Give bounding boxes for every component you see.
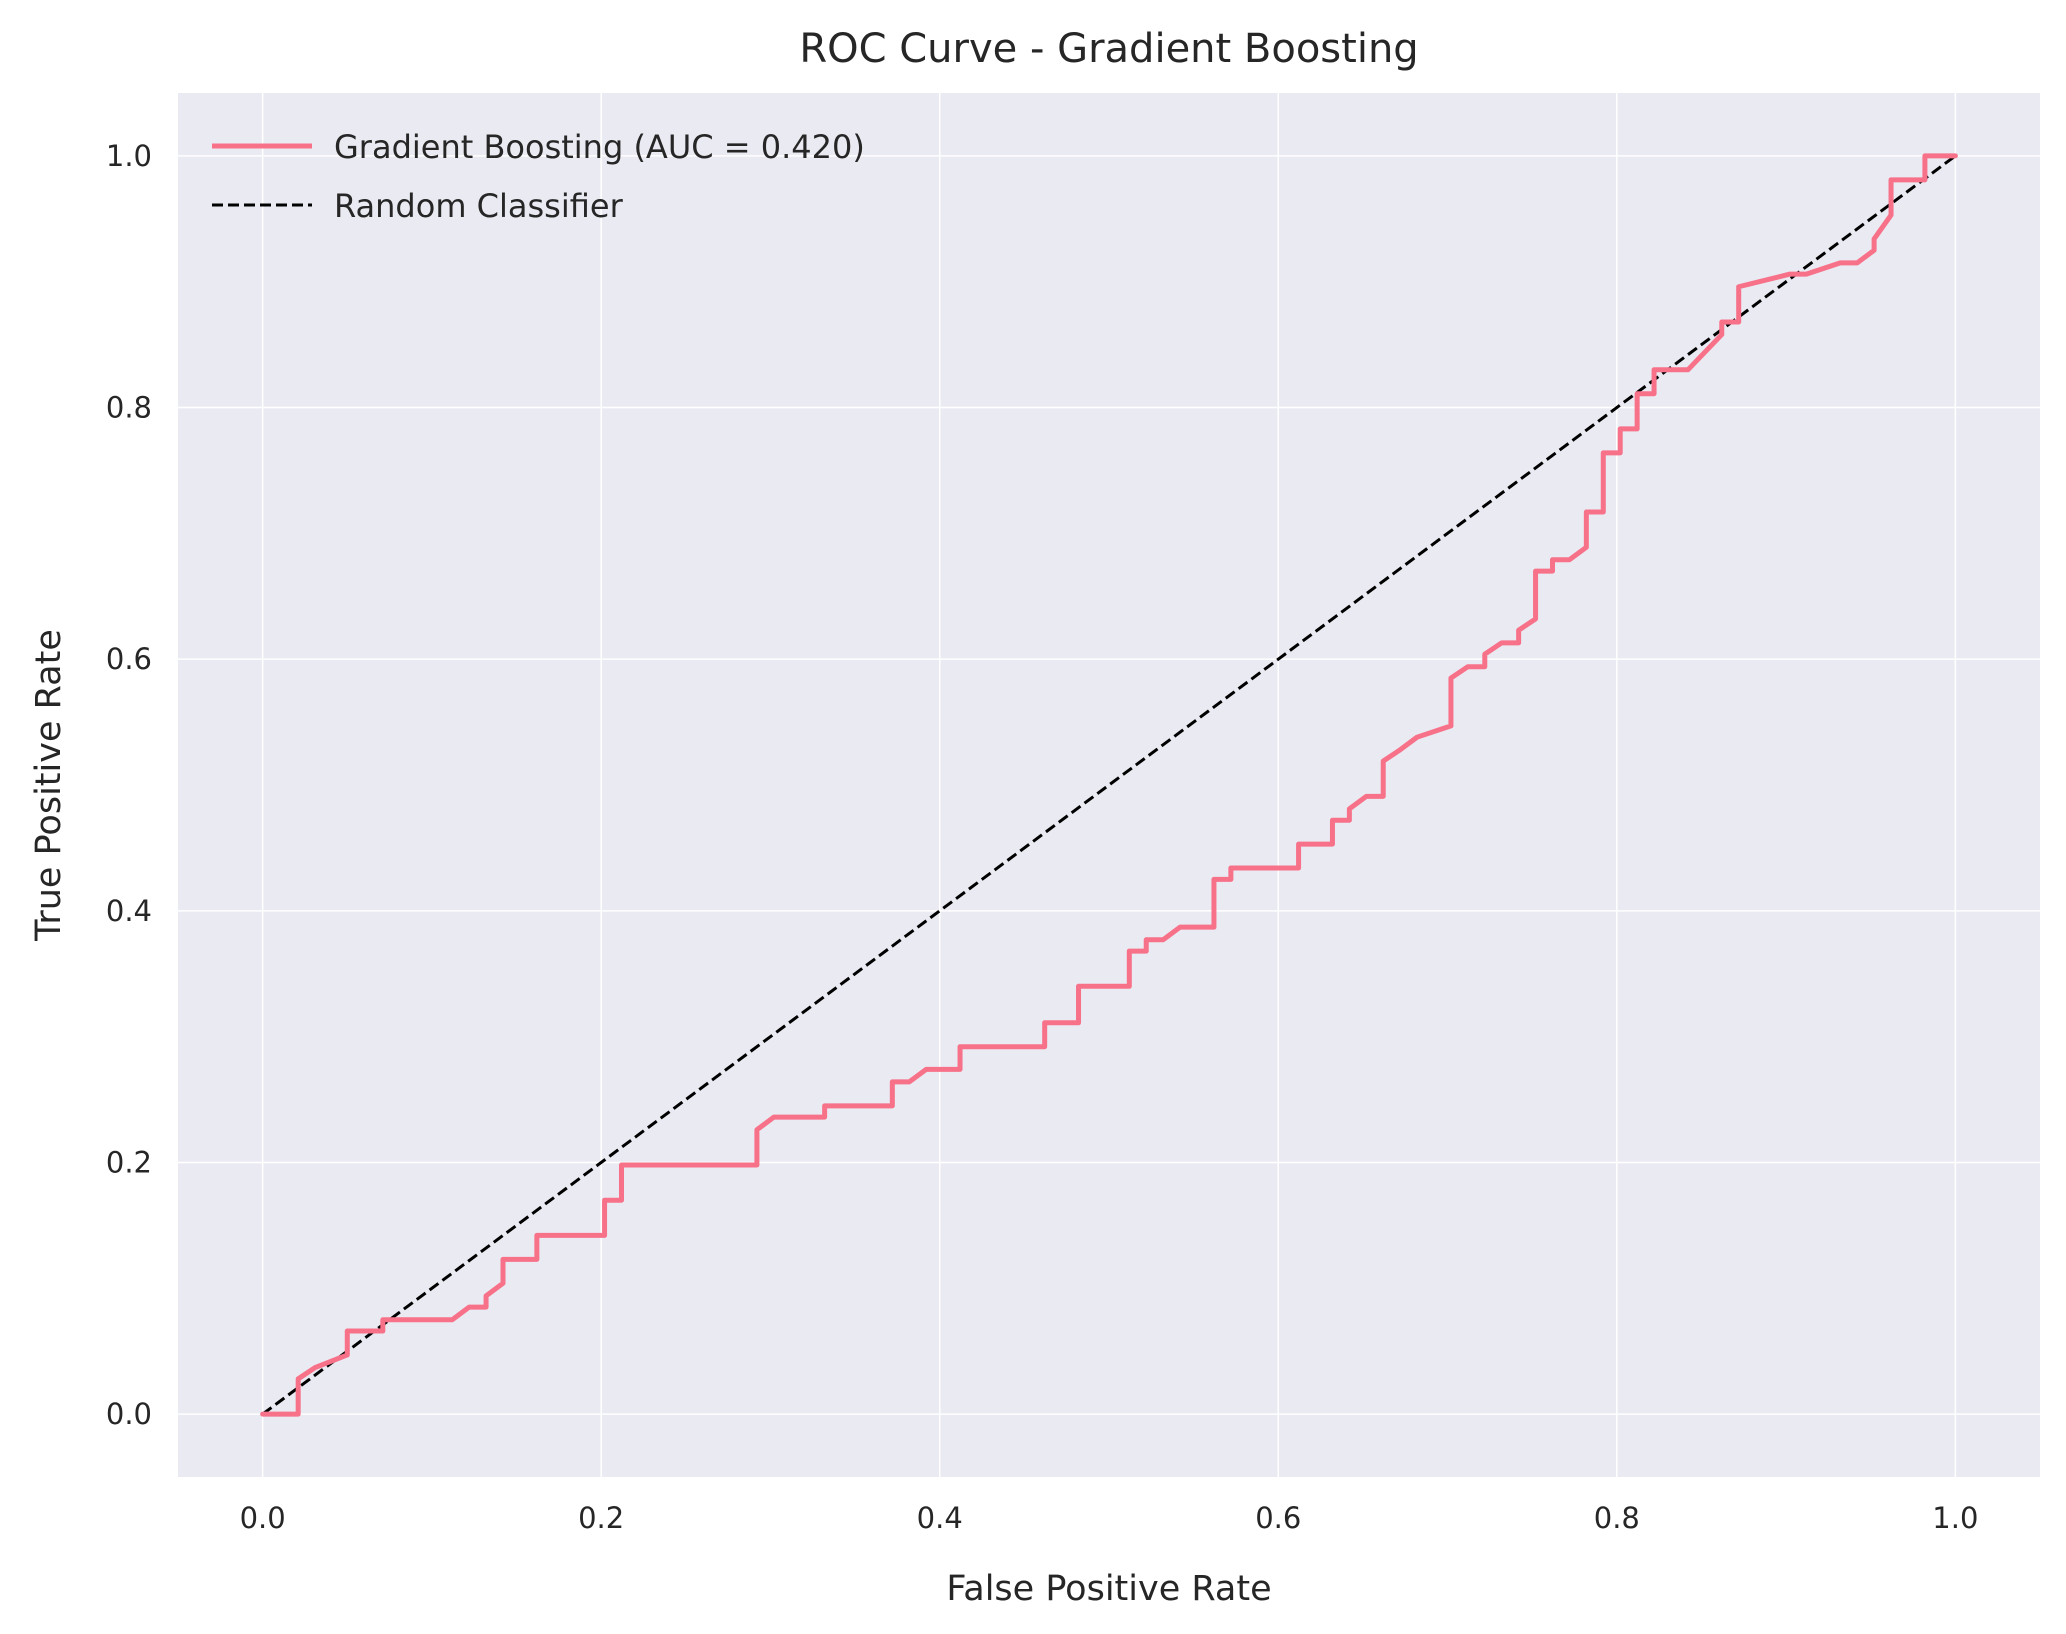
x-tick-label-1: 0.2 [578, 1501, 624, 1535]
legend: Gradient Boosting (AUC = 0.420) Random C… [212, 128, 865, 225]
y-axis-ticks: 0.0 0.2 0.4 0.6 0.8 1.0 [106, 139, 152, 1431]
y-axis-label: True Positive Rate [29, 629, 69, 942]
y-tick-label-2: 0.4 [106, 894, 152, 928]
y-tick-label-1: 0.2 [106, 1145, 152, 1179]
x-tick-label-3: 0.6 [1255, 1501, 1301, 1535]
grid [178, 93, 2040, 1477]
legend-label-gradient-boosting: Gradient Boosting (AUC = 0.420) [334, 128, 865, 166]
x-axis-ticks: 0.0 0.2 0.4 0.6 0.8 1.0 [240, 1501, 1979, 1535]
y-tick-label-3: 0.6 [106, 642, 152, 676]
series-gradient-boosting [260, 153, 1958, 1417]
series-layer [260, 153, 1958, 1417]
x-tick-label-0: 0.0 [240, 1501, 286, 1535]
y-tick-label-4: 0.8 [106, 391, 152, 425]
x-tick-label-5: 1.0 [1932, 1501, 1978, 1535]
legend-label-random-classifier: Random Classifier [334, 187, 624, 225]
x-tick-label-4: 0.8 [1594, 1501, 1640, 1535]
chart-title: ROC Curve - Gradient Boosting [799, 26, 1418, 72]
x-axis-label: False Positive Rate [946, 1569, 1271, 1609]
x-tick-label-2: 0.4 [917, 1501, 963, 1535]
y-tick-label-0: 0.0 [106, 1397, 152, 1431]
y-tick-label-5: 1.0 [106, 139, 152, 173]
